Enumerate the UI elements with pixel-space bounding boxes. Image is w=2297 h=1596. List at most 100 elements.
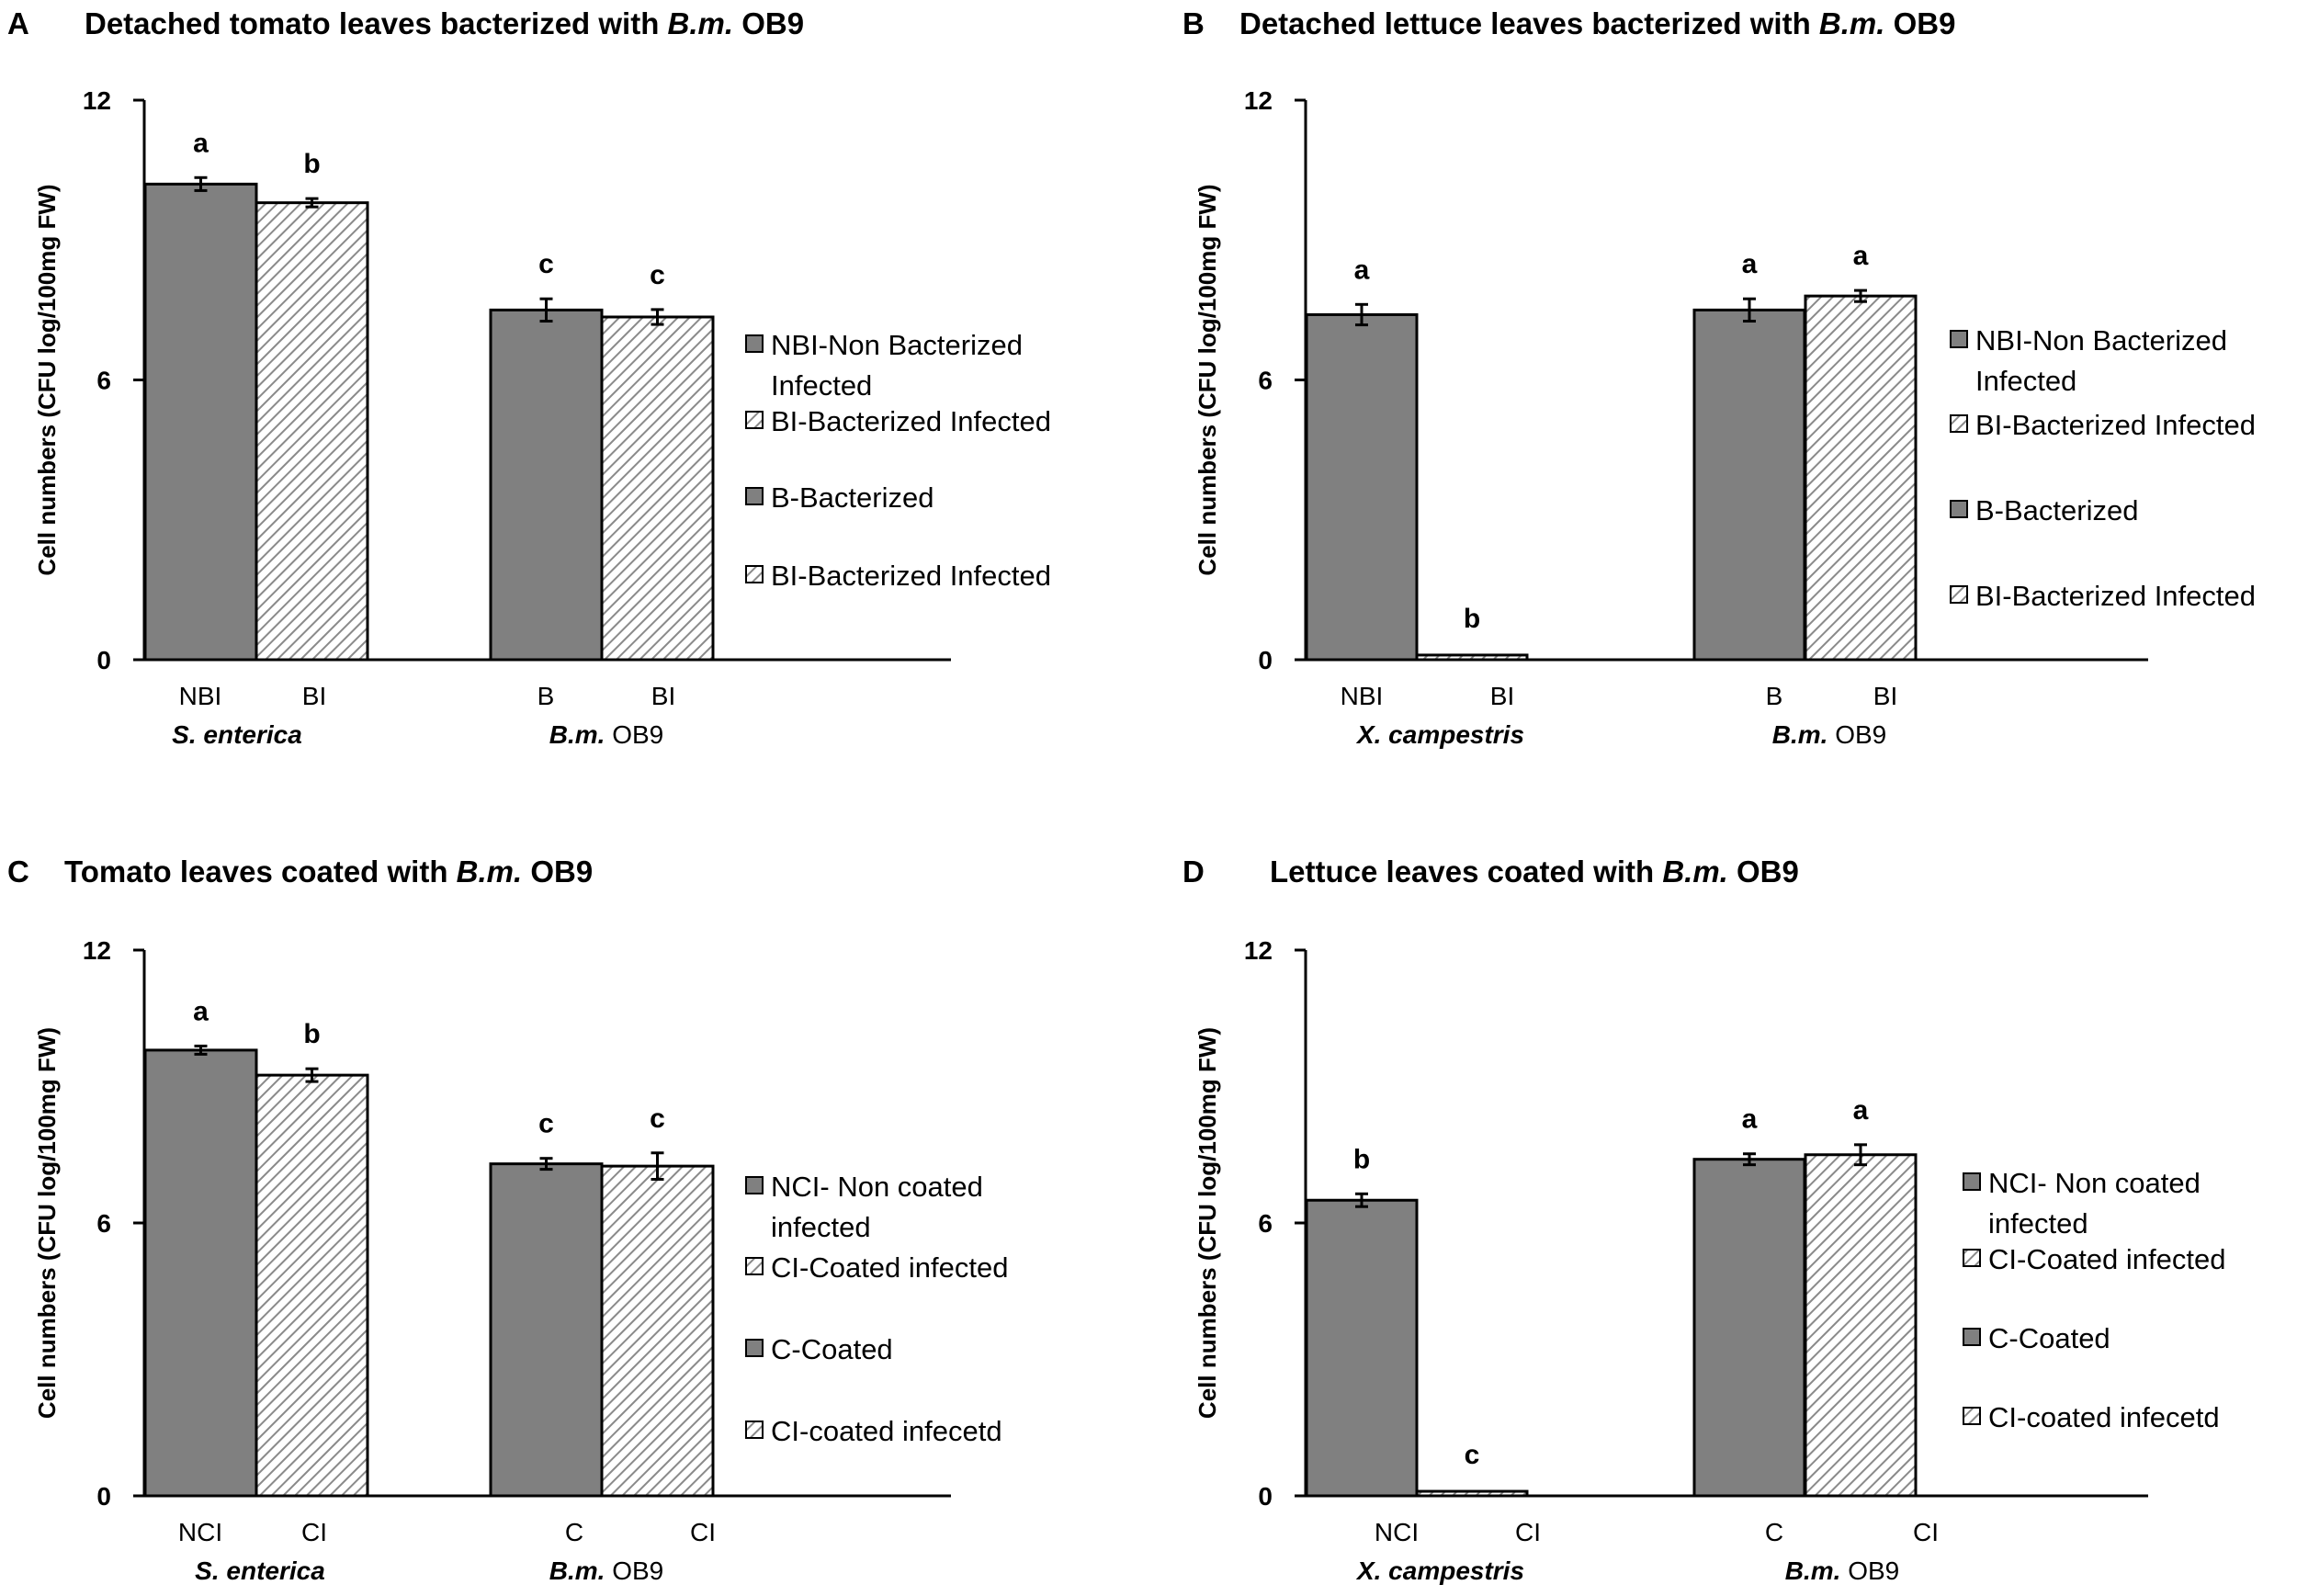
y-tick-label: 0: [96, 1482, 111, 1511]
panel-letter: D: [1182, 855, 1205, 889]
chart-title: Detached lettuce leaves bacterized with …: [1239, 6, 1955, 40]
significance-letter: a: [193, 128, 209, 158]
y-tick-label: 0: [1258, 1482, 1273, 1511]
bar-b: [489, 308, 604, 662]
chart-title-suffix: OB9: [733, 6, 804, 40]
category-label: B: [537, 682, 555, 710]
legend-swatch: [1963, 1328, 1981, 1346]
legend-label: Infected: [771, 369, 872, 402]
category-label: C: [1765, 1518, 1783, 1546]
legend-label: BI-Bacterized Infected: [1975, 580, 2256, 612]
significance-letter: a: [1742, 249, 1758, 279]
group-label-italic: B.m.: [549, 720, 605, 749]
chart-title-text: Lettuce leaves coated with: [1270, 855, 1662, 889]
significance-letter: c: [538, 1109, 554, 1139]
category-label: NCI: [178, 1518, 222, 1546]
legend-swatch: [745, 1339, 764, 1357]
chart-panel-D: D Lettuce leaves coated with B.m. OB9 Cell…: [1182, 855, 2225, 1585]
group-label-text: OB9: [605, 1556, 663, 1585]
category-label: NCI: [1375, 1518, 1419, 1546]
legend-swatch: [1963, 1407, 1981, 1425]
y-tick-label: 12: [1244, 86, 1273, 115]
group-label: X. campestris: [1355, 720, 1524, 749]
group-label-italic: X. campestris: [1355, 720, 1524, 749]
y-tick-label: 0: [96, 646, 111, 674]
group-label: X. campestris: [1355, 1556, 1524, 1585]
category-label: BI: [1873, 682, 1897, 710]
category-label: BI: [302, 682, 326, 710]
legend-label: infected: [1988, 1207, 2088, 1239]
chart-title: Tomato leaves coated with B.m. OB9: [64, 855, 593, 889]
group-label-italic: B.m.: [549, 1556, 605, 1585]
chart-panel-B: B Detached lettuce leaves bacterized with…: [1182, 6, 2256, 749]
panel-letter: C: [7, 855, 29, 889]
legend-swatch: [1950, 585, 1968, 604]
legend-swatch: [745, 1257, 764, 1275]
y-axis-label: Cell numbers (CFU log/100mg FW): [1194, 184, 1221, 575]
chart-title-italic: B.m.: [668, 6, 734, 40]
chart-title-text: Detached tomato leaves bacterized with: [85, 6, 668, 40]
group-label-italic: S. enterica: [195, 1556, 325, 1585]
bar-nci: [143, 1048, 258, 1498]
legend-swatch: [745, 487, 764, 505]
legend-label: Infected: [1975, 365, 2076, 397]
y-axis-label: Cell numbers (CFU log/100mg FW): [33, 184, 61, 575]
chart-panel-C: C Tomato leaves coated with B.m. OB9 Cell …: [7, 855, 1008, 1585]
legend-label: C-Coated: [1988, 1322, 2110, 1354]
legend-swatch: [1963, 1172, 1981, 1191]
legend-swatch: [745, 565, 764, 583]
y-tick-label: 12: [83, 86, 111, 115]
legend-label: BI-Bacterized Infected: [771, 405, 1051, 437]
significance-letter: a: [1853, 1095, 1869, 1126]
legend-label: NBI-Non Bacterized: [1975, 324, 2227, 357]
category-label: CI: [301, 1518, 327, 1546]
bar-ci: [255, 1073, 369, 1498]
significance-letter: a: [1742, 1104, 1758, 1135]
legend-label: CI-Coated infected: [1988, 1243, 2225, 1275]
bar-c: [489, 1162, 604, 1498]
category-label: C: [565, 1518, 583, 1546]
chart-panel-A: A Detached tomato leaves bacterized with …: [7, 6, 1051, 749]
chart-title-italic: B.m.: [1819, 6, 1885, 40]
legend-label: CI-coated infecetd: [771, 1415, 1002, 1447]
significance-letter: c: [1465, 1440, 1480, 1470]
significance-letter: b: [1353, 1144, 1370, 1174]
y-tick-label: 6: [1258, 1209, 1273, 1238]
significance-letter: a: [1354, 255, 1370, 285]
significance-letter: b: [303, 1019, 320, 1049]
chart-title-suffix: OB9: [1728, 855, 1799, 889]
group-label: S. enterica: [172, 720, 302, 749]
legend-label: NCI- Non coated: [771, 1171, 983, 1203]
group-label-italic: B.m.: [1785, 1556, 1841, 1585]
legend-label: BI-Bacterized Infected: [771, 560, 1051, 592]
category-label: BI: [1490, 682, 1514, 710]
legend-label: NBI-Non Bacterized: [771, 329, 1023, 361]
chart-title: Detached tomato leaves bacterized with B…: [85, 6, 804, 40]
bar-bi: [1804, 294, 1918, 662]
group-label-italic: X. campestris: [1355, 1556, 1524, 1585]
legend-label: infected: [771, 1211, 871, 1243]
bar-nbi: [1305, 312, 1419, 662]
bar-b: [1692, 308, 1806, 662]
y-tick-label: 12: [1244, 936, 1273, 965]
legend-label: B-Bacterized: [771, 481, 934, 514]
bar-nci: [1305, 1198, 1419, 1498]
bar-ci: [600, 1164, 715, 1498]
chart-title-suffix: OB9: [1884, 6, 1955, 40]
legend-swatch: [745, 1421, 764, 1439]
significance-letter: b: [303, 149, 320, 179]
legend-swatch: [745, 1176, 764, 1194]
significance-letter: c: [650, 260, 665, 290]
legend-swatch: [1963, 1249, 1981, 1267]
significance-letter: c: [650, 1104, 665, 1134]
legend-label: CI-Coated infected: [771, 1251, 1008, 1284]
category-label: CI: [690, 1518, 716, 1546]
y-tick-label: 0: [1258, 646, 1273, 674]
group-label-text: OB9: [1827, 720, 1886, 749]
category-label: NBI: [179, 682, 222, 710]
chart-title-text: Detached lettuce leaves bacterized with: [1239, 6, 1819, 40]
y-axis-label: Cell numbers (CFU log/100mg FW): [33, 1027, 61, 1419]
bar-ci: [1415, 1489, 1529, 1498]
y-tick-label: 6: [1258, 367, 1273, 395]
